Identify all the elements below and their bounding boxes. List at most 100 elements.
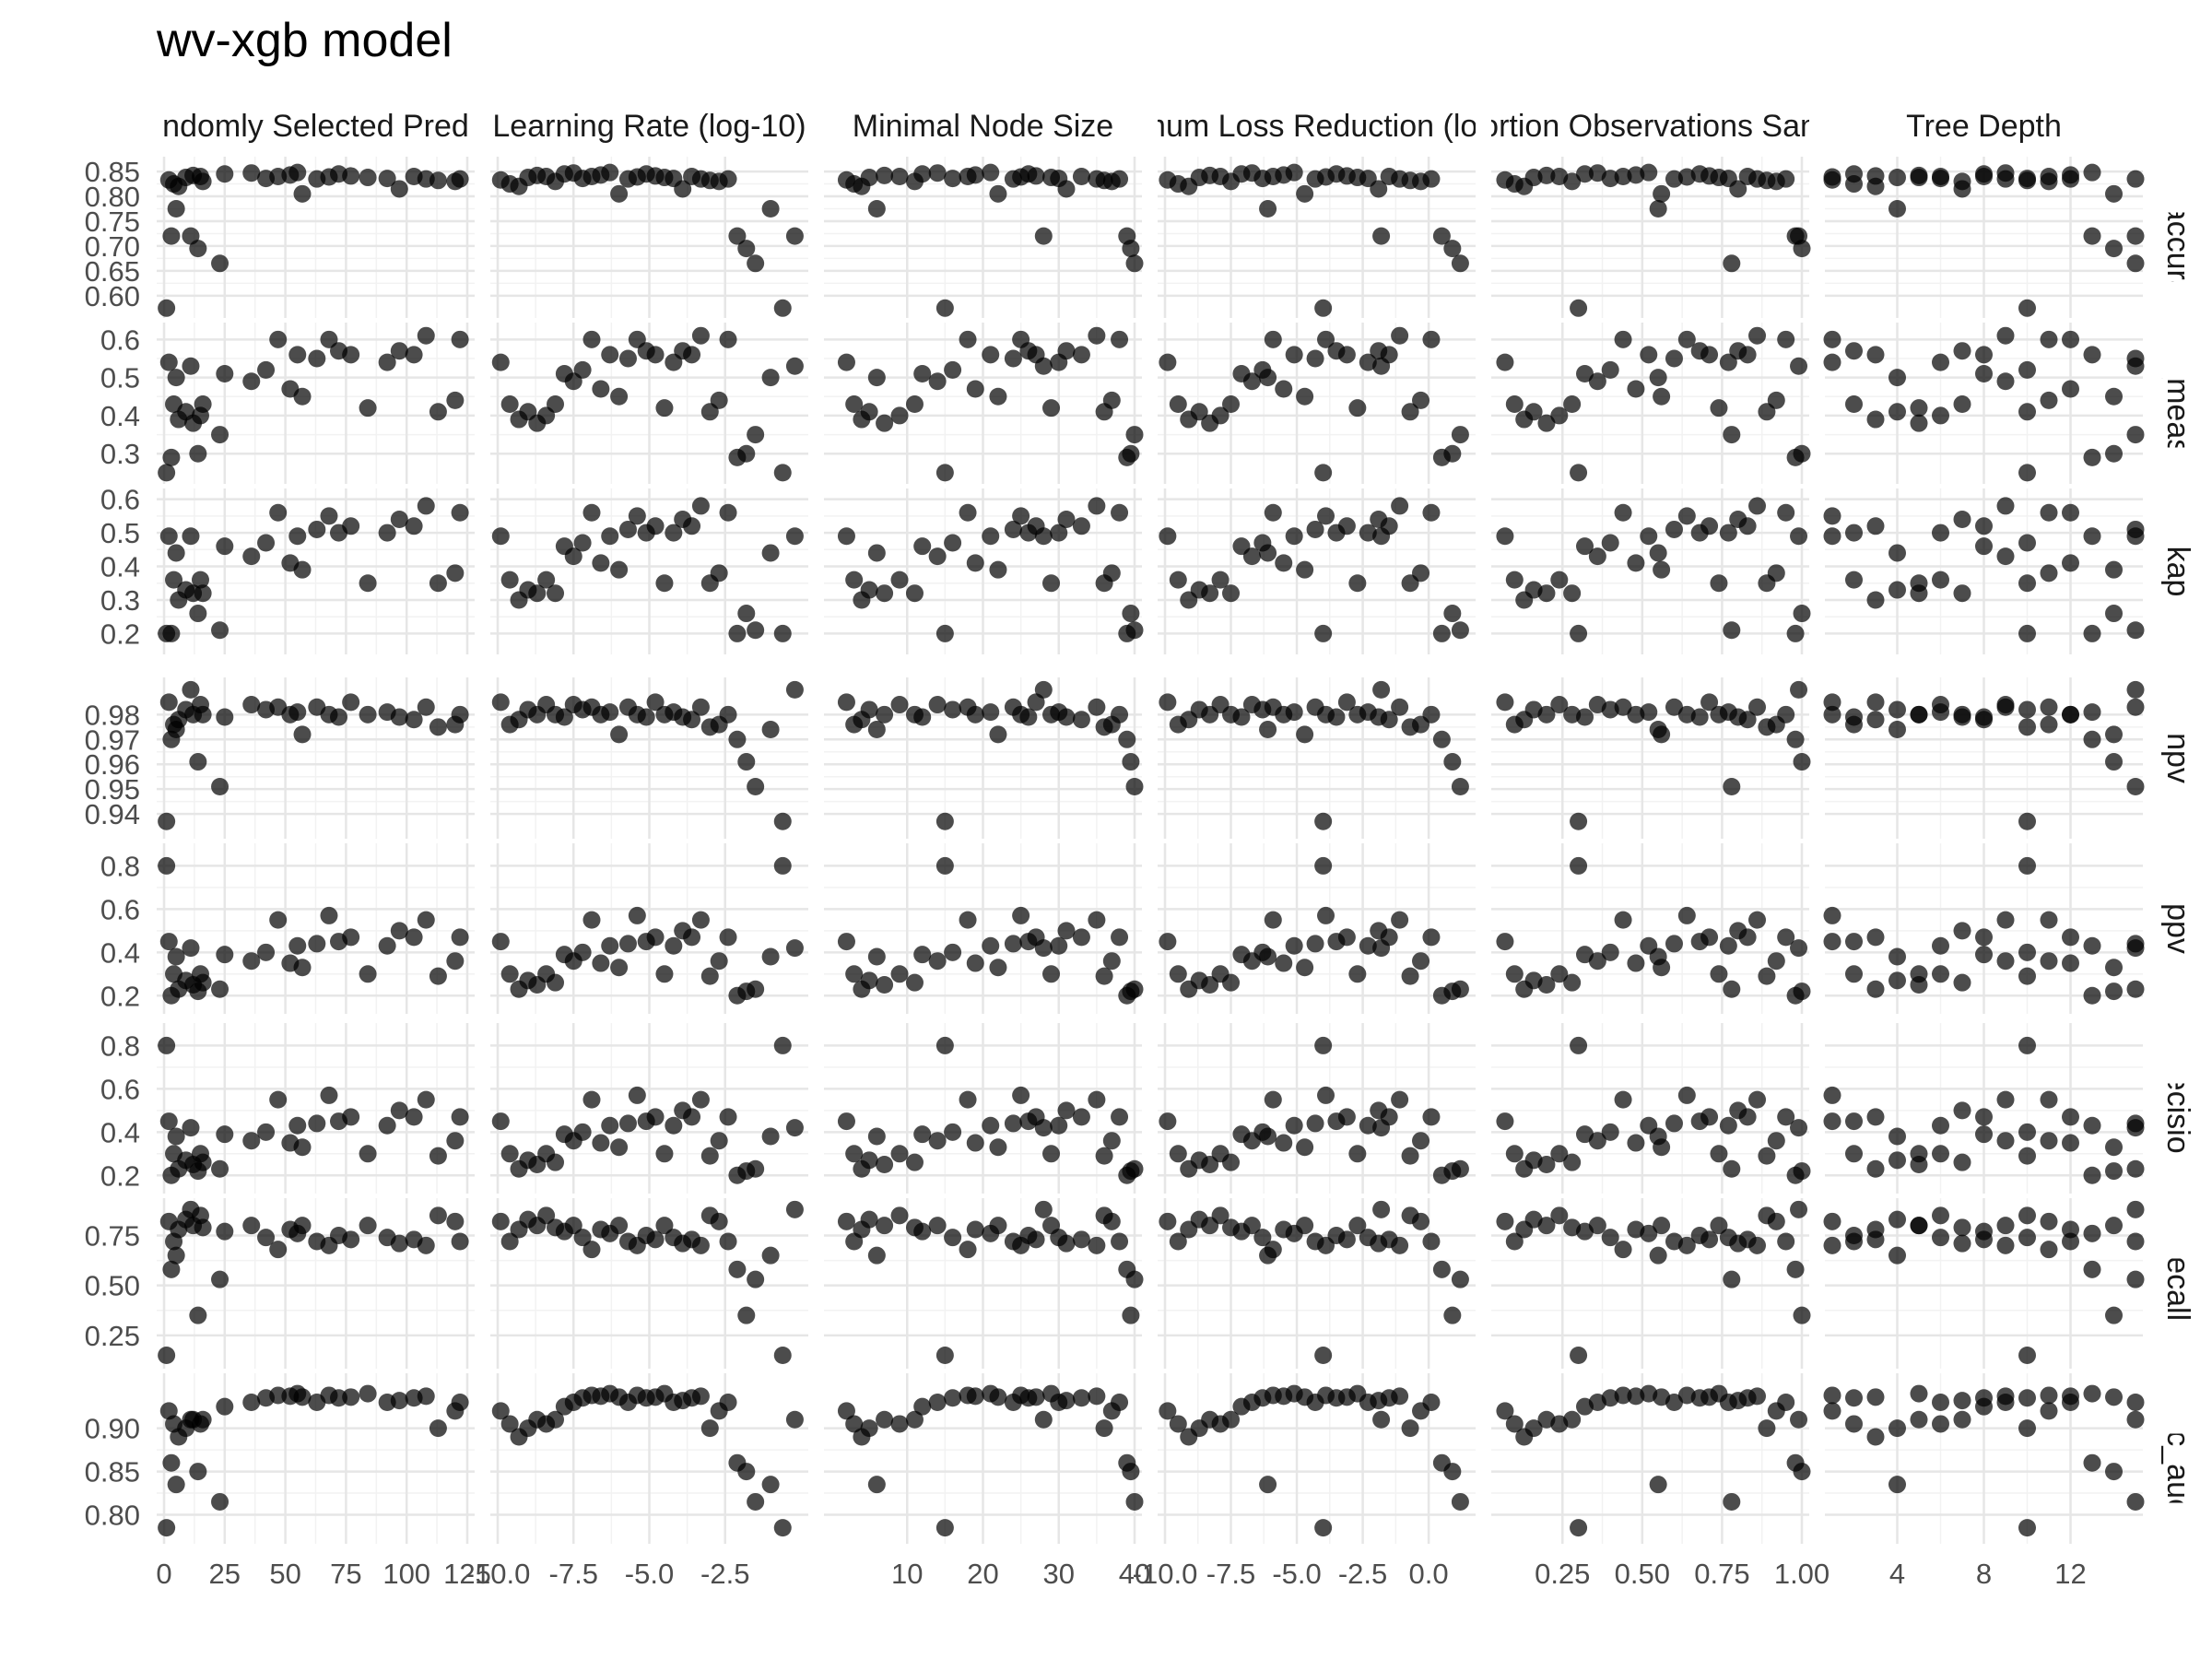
data-point xyxy=(1505,1415,1524,1433)
data-point xyxy=(194,705,212,724)
data-point xyxy=(837,1212,855,1230)
data-point xyxy=(2126,227,2145,245)
data-point xyxy=(982,703,1000,722)
data-point xyxy=(592,554,610,572)
data-point xyxy=(876,166,894,184)
data-point xyxy=(2083,1384,2101,1403)
data-point xyxy=(582,1241,601,1259)
data-point xyxy=(1412,1212,1430,1230)
data-point xyxy=(211,980,229,998)
data-point xyxy=(1550,1206,1569,1225)
data-point xyxy=(1372,1200,1391,1218)
data-point xyxy=(1412,1132,1430,1150)
data-point xyxy=(500,1232,519,1251)
data-point xyxy=(359,1145,377,1163)
data-point xyxy=(182,227,200,245)
data-point xyxy=(1649,1476,1667,1494)
data-point xyxy=(655,965,674,983)
data-point xyxy=(1102,1212,1121,1230)
data-point xyxy=(1910,414,1928,432)
data-point xyxy=(547,1410,565,1429)
data-point xyxy=(390,342,408,360)
data-point xyxy=(1845,1389,1863,1407)
data-point xyxy=(761,1246,780,1265)
data-point xyxy=(785,1200,804,1218)
data-point xyxy=(359,399,377,418)
data-point xyxy=(158,1519,176,1537)
data-point xyxy=(890,406,909,425)
data-point xyxy=(1496,1402,1514,1420)
data-point xyxy=(1700,1108,1719,1126)
data-point xyxy=(1027,1230,1045,1249)
data-point xyxy=(1034,527,1053,546)
data-point xyxy=(1570,624,1588,642)
data-point xyxy=(1505,395,1524,414)
data-point xyxy=(390,1234,408,1253)
data-point xyxy=(989,725,1007,744)
data-point xyxy=(601,346,619,364)
data-point xyxy=(2105,605,2123,623)
data-point xyxy=(2018,1229,2036,1247)
data-point xyxy=(1866,1388,1885,1406)
data-point xyxy=(1786,730,1805,748)
data-point xyxy=(1563,172,1582,191)
data-point xyxy=(194,1410,212,1429)
data-point xyxy=(158,1347,176,1364)
data-point xyxy=(959,911,977,929)
data-point xyxy=(655,1217,674,1235)
x-tick-label: -2.5 xyxy=(1338,1558,1387,1590)
data-point xyxy=(211,1270,229,1288)
data-point xyxy=(320,1086,338,1104)
data-point xyxy=(1665,1114,1683,1133)
data-point xyxy=(966,1220,984,1239)
data-point xyxy=(573,360,592,379)
data-point xyxy=(269,911,288,929)
data-point xyxy=(944,534,962,552)
data-point xyxy=(189,1162,207,1181)
x-tick-label: 125 xyxy=(443,1558,491,1590)
data-point xyxy=(890,696,909,714)
data-point xyxy=(257,943,276,961)
data-point xyxy=(773,624,792,642)
data-point xyxy=(966,380,984,398)
data-point xyxy=(1259,1476,1277,1494)
data-point xyxy=(719,928,737,947)
data-point xyxy=(162,986,181,1005)
data-point xyxy=(1588,372,1606,391)
data-point xyxy=(1677,330,1696,348)
data-point xyxy=(1866,1230,1885,1249)
data-point xyxy=(876,584,894,603)
data-point xyxy=(1588,1217,1606,1235)
data-point xyxy=(1758,1419,1776,1438)
data-point xyxy=(446,952,465,971)
data-point xyxy=(1004,935,1022,953)
data-point xyxy=(618,1114,637,1133)
data-point xyxy=(1975,1230,1993,1249)
data-point xyxy=(1677,1236,1696,1254)
data-point xyxy=(610,725,629,744)
data-point xyxy=(2126,1270,2145,1288)
data-point xyxy=(1710,1217,1728,1235)
data-point xyxy=(2105,1162,2123,1181)
data-point xyxy=(1072,928,1090,947)
data-point xyxy=(216,1222,234,1241)
data-point xyxy=(1953,511,1971,529)
data-point xyxy=(2040,698,2058,716)
data-point xyxy=(1348,1145,1367,1163)
data-point xyxy=(1505,571,1524,589)
data-point xyxy=(1524,403,1543,421)
data-point xyxy=(1823,1402,1841,1420)
data-point xyxy=(1125,1270,1144,1288)
data-point xyxy=(2126,254,2145,273)
data-point xyxy=(167,1127,185,1146)
data-point xyxy=(2083,703,2101,722)
data-point xyxy=(913,537,932,556)
data-point xyxy=(1222,395,1241,414)
data-point xyxy=(1932,170,1949,188)
data-point xyxy=(1102,564,1121,582)
data-point xyxy=(2062,1220,2079,1239)
data-point xyxy=(308,349,326,368)
data-point xyxy=(1866,711,1885,729)
data-point xyxy=(182,357,200,375)
data-point xyxy=(1296,725,1314,744)
